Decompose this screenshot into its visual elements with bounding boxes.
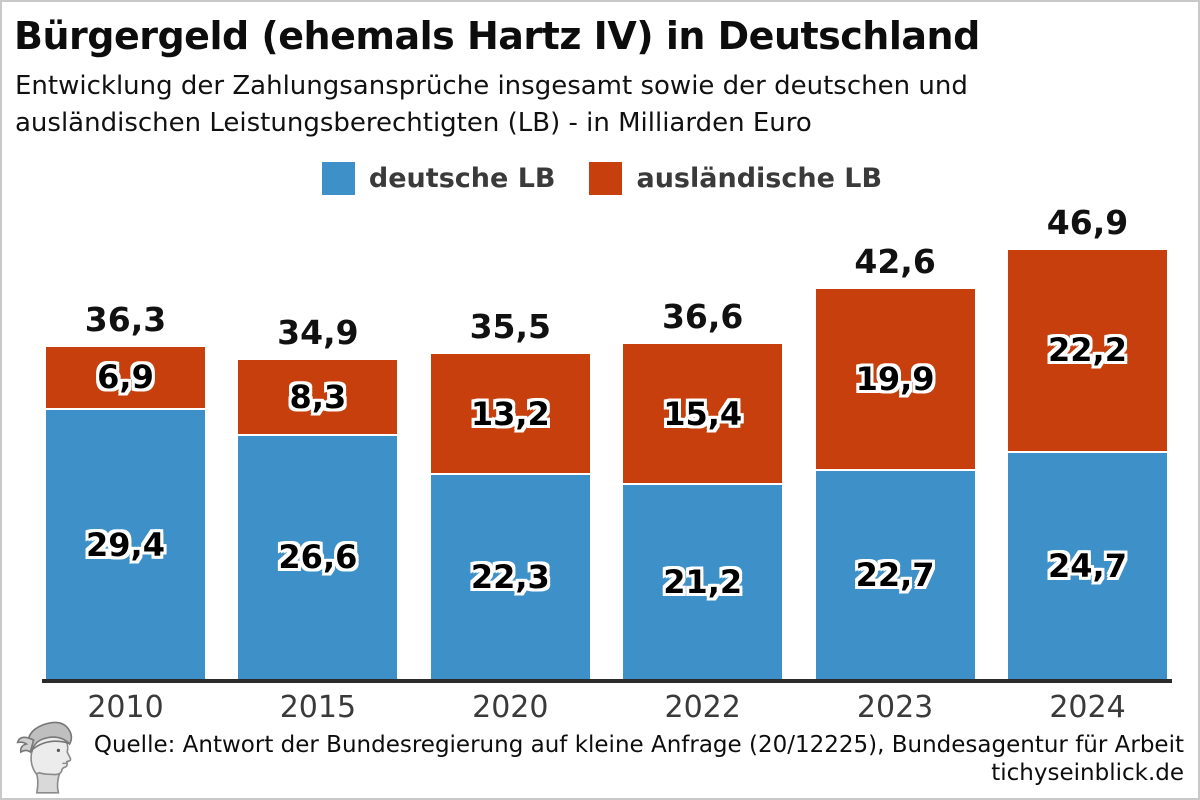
chart-title: Bürgergeld (ehemals Hartz IV) in Deutsch… — [14, 14, 980, 58]
segment-value-auslaendische-lb-2010: 6,9 — [97, 358, 154, 397]
bar-segment-auslaendische-lb-2024: 22,2 — [1008, 249, 1167, 453]
bar-segment-auslaendische-lb-2023: 19,9 — [815, 289, 975, 472]
total-label-2010: 36,3 — [84, 299, 167, 339]
x-axis-label-2024: 2024 — [1049, 690, 1126, 725]
legend: deutsche LB ausländische LB — [2, 162, 1198, 195]
bar-group-2024: 46,9 22,2 24,7 2024 — [1008, 202, 1167, 725]
bar-group-2020: 35,5 13,2 22,3 2020 — [430, 202, 590, 725]
legend-swatch-red-icon — [589, 162, 623, 195]
x-axis-label-2015: 2015 — [279, 690, 357, 725]
footer-source-block: Quelle: Antwort der Bundesregierung auf … — [84, 731, 1184, 787]
x-axis-line — [42, 679, 1172, 683]
segment-value-auslaendische-lb-2020: 13,2 — [470, 394, 550, 433]
bar-segment-deutsche-lb-2020: 22,3 — [430, 474, 590, 679]
legend-item-deutsche-lb: deutsche LB — [321, 162, 556, 195]
tichyseinblick-hermes-logo-icon — [16, 721, 73, 794]
x-axis-label-2020: 2020 — [472, 690, 549, 725]
bar-segment-auslaendische-lb-2020: 13,2 — [430, 354, 590, 475]
bar-group-2022: 36,6 15,4 21,2 2022 — [623, 202, 783, 725]
website-text: tichyseinblick.de — [991, 760, 1184, 786]
total-label-2024: 46,9 — [1046, 202, 1129, 242]
bar-segment-deutsche-lb-2024: 24,7 — [1008, 453, 1167, 679]
legend-label-auslaendische-lb: ausländische LB — [636, 163, 883, 194]
bar-segment-auslaendische-lb-2015: 8,3 — [238, 359, 398, 436]
total-label-2023: 42,6 — [854, 242, 936, 282]
legend-item-auslaendische-lb: ausländische LB — [589, 162, 882, 195]
legend-label-deutsche-lb: deutsche LB — [368, 163, 556, 194]
segment-value-auslaendische-lb-2022: 15,4 — [663, 394, 743, 433]
segment-value-auslaendische-lb-2023: 19,9 — [855, 360, 935, 399]
segment-value-auslaendische-lb-2024: 22,2 — [1048, 331, 1127, 370]
bar-segment-auslaendische-lb-2022: 15,4 — [623, 344, 783, 486]
bar-segment-deutsche-lb-2015: 26,6 — [238, 435, 398, 679]
total-label-2015: 34,9 — [277, 312, 359, 352]
segment-value-deutsche-lb-2024: 24,7 — [1048, 547, 1127, 585]
bar-group-2010: 36,3 6,9 29,4 2010 — [46, 202, 205, 725]
segment-value-auslaendische-lb-2015: 8,3 — [289, 377, 347, 416]
bar-segment-deutsche-lb-2023: 22,7 — [815, 471, 975, 679]
plot-area: 36,3 6,9 29,4 2010 34,9 8,3 26,6 2015 35,5 13,2 22… — [2, 202, 1198, 725]
bar-segment-deutsche-lb-2010: 29,4 — [46, 410, 205, 679]
bar-group-2023: 42,6 19,9 22,7 2023 — [815, 202, 975, 725]
x-axis-label-2010: 2010 — [87, 690, 164, 725]
segment-value-deutsche-lb-2022: 21,2 — [663, 563, 743, 602]
segment-value-deutsche-lb-2023: 22,7 — [855, 556, 935, 595]
bar-group-2015: 34,9 8,3 26,6 2015 — [238, 202, 398, 725]
source-text: Quelle: Antwort der Bundesregierung auf … — [93, 732, 1184, 758]
segment-value-deutsche-lb-2010: 29,4 — [86, 525, 165, 564]
legend-swatch-blue-icon — [321, 162, 355, 195]
bar-segment-auslaendische-lb-2010: 6,9 — [46, 346, 205, 410]
total-label-2022: 36,6 — [661, 297, 744, 337]
total-label-2020: 35,5 — [469, 307, 551, 347]
segment-value-deutsche-lb-2015: 26,6 — [278, 538, 358, 577]
x-axis-label-2022: 2022 — [664, 690, 741, 725]
bar-segment-deutsche-lb-2022: 21,2 — [623, 485, 783, 679]
chart-subtitle: Entwicklung der Zahlungsansprüche insges… — [15, 71, 968, 138]
segment-value-deutsche-lb-2020: 22,3 — [470, 557, 550, 596]
x-axis-label-2023: 2023 — [856, 690, 934, 725]
